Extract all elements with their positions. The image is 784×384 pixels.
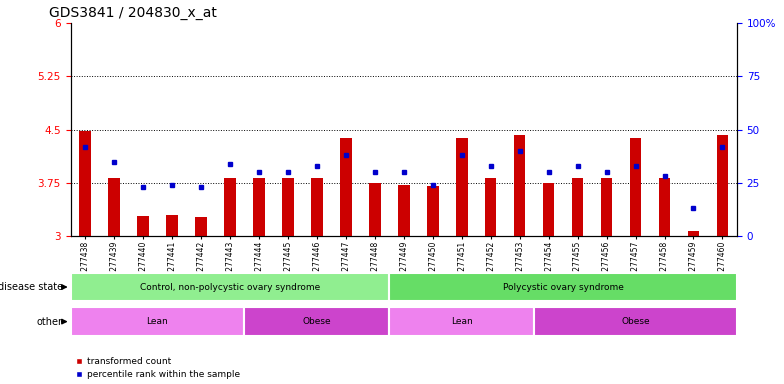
Bar bbox=[688, 231, 699, 236]
Text: Control, non-polycystic ovary syndrome: Control, non-polycystic ovary syndrome bbox=[140, 283, 320, 291]
Bar bbox=[717, 134, 728, 236]
Legend: transformed count, percentile rank within the sample: transformed count, percentile rank withi… bbox=[75, 357, 240, 379]
Bar bbox=[137, 216, 149, 236]
Text: Obese: Obese bbox=[621, 317, 650, 326]
Bar bbox=[224, 178, 236, 236]
Bar bbox=[398, 185, 409, 236]
Bar bbox=[630, 138, 641, 236]
Text: Obese: Obese bbox=[303, 317, 331, 326]
Bar bbox=[390, 273, 737, 301]
Bar bbox=[253, 178, 265, 236]
Text: GDS3841 / 204830_x_at: GDS3841 / 204830_x_at bbox=[49, 6, 217, 20]
Text: disease state: disease state bbox=[0, 282, 63, 292]
Bar bbox=[166, 215, 178, 236]
Bar bbox=[427, 187, 438, 236]
Bar bbox=[195, 217, 207, 236]
Bar bbox=[340, 138, 351, 236]
Bar bbox=[534, 307, 737, 336]
Text: Lean: Lean bbox=[451, 317, 473, 326]
Bar bbox=[572, 178, 583, 236]
Bar bbox=[245, 307, 390, 336]
Bar bbox=[485, 178, 496, 236]
Bar bbox=[659, 178, 670, 236]
Bar bbox=[390, 307, 534, 336]
Bar bbox=[79, 131, 91, 236]
Bar bbox=[514, 134, 525, 236]
Bar bbox=[108, 178, 120, 236]
Bar bbox=[282, 178, 294, 236]
Text: Lean: Lean bbox=[147, 317, 169, 326]
Bar bbox=[311, 178, 323, 236]
Bar bbox=[601, 178, 612, 236]
Bar bbox=[71, 307, 245, 336]
Text: other: other bbox=[37, 316, 63, 327]
Text: Polycystic ovary syndrome: Polycystic ovary syndrome bbox=[503, 283, 623, 291]
Bar bbox=[369, 183, 380, 236]
Bar bbox=[71, 273, 390, 301]
Bar bbox=[543, 183, 554, 236]
Bar bbox=[456, 138, 467, 236]
